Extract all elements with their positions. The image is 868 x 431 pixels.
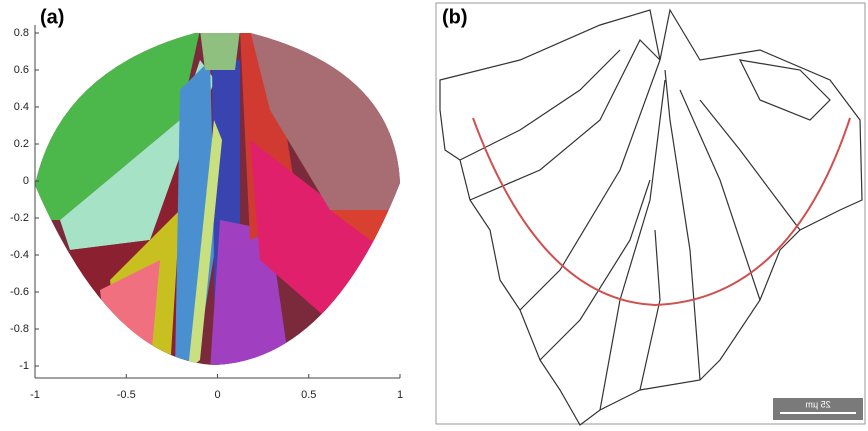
y-tick-label: 0.6 <box>14 64 29 76</box>
panel-label: (a) <box>40 6 64 28</box>
x-tick-label: 1 <box>397 389 403 401</box>
figure: (a) -1 -0.5 0 0.5 1 0.8 0.6 0.4 0.2 0 -0.2 -0.4 -0.6… <box>0 0 868 426</box>
y-tick-label: -0.6 <box>10 286 29 298</box>
y-tick-label: 0.4 <box>14 101 29 113</box>
y-tick-label: -0.8 <box>10 323 29 335</box>
x-tick-label: 0.5 <box>301 389 316 401</box>
y-tick-label: 0 <box>23 175 29 187</box>
y-tick-label: 0.8 <box>14 27 29 39</box>
scale-bar-label: 25 µm <box>805 399 830 409</box>
x-tick-label: -0.5 <box>117 389 136 401</box>
x-tick-label: 0 <box>214 389 220 401</box>
fit-curve <box>473 118 850 305</box>
cell-outlines <box>440 10 862 425</box>
y-tick-label: -0.2 <box>10 212 29 224</box>
panel-frame <box>436 3 865 424</box>
panel-label: (b) <box>442 6 468 28</box>
y-tick-label: 0.2 <box>14 138 29 150</box>
y-tick-label: -0.4 <box>10 249 29 261</box>
y-tick-label: -1 <box>19 360 29 372</box>
x-tick-label: -1 <box>30 389 40 401</box>
region-map <box>30 30 410 370</box>
